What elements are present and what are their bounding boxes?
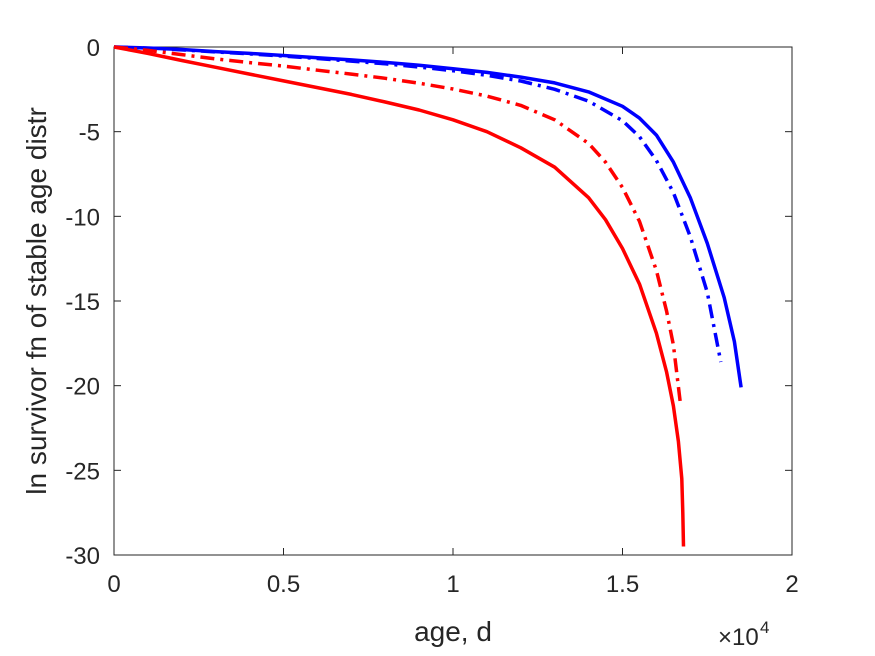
y-tick-label: -10 [65, 204, 100, 231]
y-tick-label: -20 [65, 374, 100, 401]
y-tick-label: -5 [79, 120, 100, 147]
x-axis-exponent-prefix: ×10 [718, 624, 759, 651]
plot-area [113, 46, 793, 556]
x-tick-label: 1 [446, 571, 459, 598]
series-line-2 [113, 45, 723, 363]
axis-ticks: 0 0.5 1 1.5 2 0 -5 -10 -15 -20 -25 -30 [65, 35, 798, 598]
y-tick-label: -30 [65, 543, 100, 570]
y-axis-label: ln survivor fn of stable age distr [21, 107, 52, 495]
x-tick-label: 0.5 [267, 571, 300, 598]
series-line-4 [113, 45, 686, 547]
series-line-1 [113, 45, 743, 388]
series-line-3 [113, 45, 682, 402]
y-tick-label: -15 [65, 289, 100, 316]
series-lines [113, 45, 743, 547]
x-axis-exponent-power: 4 [760, 618, 769, 637]
x-axis-exponent: ×10 4 [718, 618, 769, 651]
x-tick-label: 0 [107, 571, 120, 598]
y-tick-label: -25 [65, 458, 100, 485]
x-axis-label: age, d [414, 616, 492, 647]
x-tick-label: 1.5 [606, 571, 639, 598]
x-tick-label: 2 [785, 571, 798, 598]
y-tick-label: 0 [87, 35, 100, 62]
